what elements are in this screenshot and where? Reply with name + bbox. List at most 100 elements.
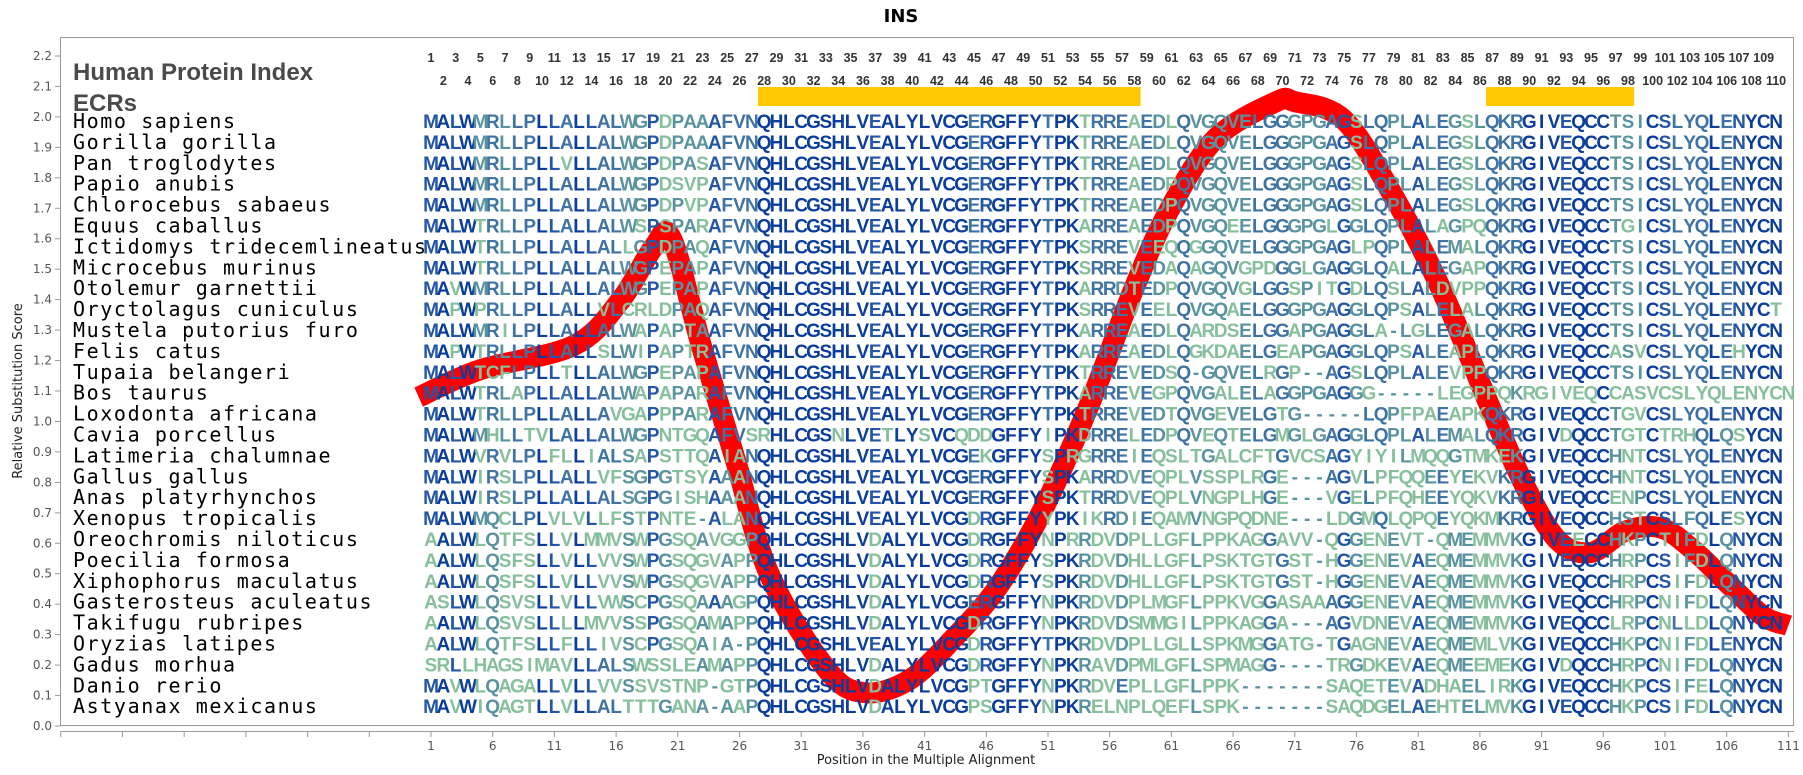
residue: Y bbox=[1683, 488, 1696, 509]
residue: P bbox=[1461, 363, 1474, 384]
sequence-row: MAVWI QAGTLLVLLALTTTGANA - AAPQHLCGSHLVDALY… bbox=[423, 697, 1783, 718]
species-label: Gadus morhua bbox=[73, 652, 237, 676]
residue: S bbox=[820, 112, 833, 133]
residue: S bbox=[1313, 446, 1326, 467]
residue: Q bbox=[1707, 384, 1722, 405]
residue: P bbox=[1202, 551, 1215, 572]
index-number: 27 bbox=[745, 51, 759, 65]
residue: S bbox=[523, 572, 536, 593]
x-tick-label: 61 bbox=[1164, 739, 1179, 753]
residue: C bbox=[1757, 237, 1771, 258]
index-number: 100 bbox=[1642, 74, 1663, 88]
residue: E bbox=[968, 488, 981, 509]
residue: K bbox=[1066, 488, 1080, 509]
residue: - bbox=[1304, 509, 1310, 530]
residue: G bbox=[1287, 426, 1302, 447]
x-tick-label: 36 bbox=[855, 739, 870, 753]
residue: E bbox=[1437, 196, 1450, 217]
residue: C bbox=[1584, 133, 1598, 154]
residue: L bbox=[1104, 697, 1116, 718]
residue: L bbox=[1425, 175, 1437, 196]
residue: Y bbox=[1745, 321, 1758, 342]
residue: C bbox=[486, 363, 500, 384]
residue: L bbox=[1363, 488, 1375, 509]
residue: P bbox=[671, 112, 684, 133]
index-number: 67 bbox=[1238, 51, 1252, 65]
residue: F bbox=[1018, 133, 1030, 154]
residue: E bbox=[1116, 133, 1129, 154]
residue: G bbox=[954, 321, 969, 342]
residue: A bbox=[436, 112, 450, 133]
residue: C bbox=[1757, 133, 1771, 154]
residue: Y bbox=[1745, 237, 1758, 258]
residue: P bbox=[1165, 175, 1178, 196]
residue: N bbox=[1769, 112, 1783, 133]
sequence-row: MALWMRLLPLLALLALWGPDPAAAFVNQHLCGSHLVEALY… bbox=[423, 112, 1783, 133]
residue: P bbox=[1474, 363, 1487, 384]
residue: I bbox=[1539, 175, 1544, 196]
residue: L bbox=[783, 572, 795, 593]
residue: A bbox=[733, 509, 747, 530]
residue: A bbox=[560, 300, 574, 321]
residue: L bbox=[549, 133, 561, 154]
residue: L bbox=[1400, 154, 1412, 175]
residue: N bbox=[1732, 530, 1746, 551]
residue: E bbox=[968, 300, 981, 321]
residue: P bbox=[647, 530, 660, 551]
residue: L bbox=[1474, 237, 1486, 258]
residue: Y bbox=[1029, 279, 1042, 300]
residue: L bbox=[894, 279, 906, 300]
residue: A bbox=[634, 405, 648, 426]
residue: G bbox=[1621, 217, 1636, 238]
residue: D bbox=[659, 196, 673, 217]
residue: I bbox=[1539, 342, 1544, 363]
residue: E bbox=[1461, 655, 1474, 676]
residue: D bbox=[1152, 363, 1166, 384]
residue: G bbox=[991, 446, 1006, 467]
species-label: Oryzias latipes bbox=[73, 632, 278, 656]
residue: T bbox=[1079, 112, 1091, 133]
residue: A bbox=[1387, 258, 1401, 279]
residue: F bbox=[1005, 363, 1017, 384]
residue: E bbox=[869, 635, 882, 656]
residue: R bbox=[1103, 133, 1117, 154]
residue: Q bbox=[1213, 300, 1228, 321]
residue: E bbox=[869, 112, 882, 133]
residue: - bbox=[1316, 509, 1322, 530]
residue: V bbox=[733, 384, 746, 405]
residue: T bbox=[1042, 258, 1054, 279]
residue: A bbox=[523, 676, 537, 697]
residue: C bbox=[1584, 196, 1598, 217]
residue: I bbox=[1675, 655, 1680, 676]
residue: L bbox=[1363, 279, 1375, 300]
residue: E bbox=[1239, 154, 1252, 175]
sequence-row: MALWVRVLPLFLL I ALSAPSTTQA I ANQHLCGSHLVEALY… bbox=[423, 446, 1783, 467]
residue: S bbox=[1659, 572, 1672, 593]
residue: E bbox=[1116, 175, 1129, 196]
residue: S bbox=[1659, 363, 1672, 384]
residue: A bbox=[1411, 112, 1425, 133]
residue: Q bbox=[1152, 446, 1167, 467]
residue: L bbox=[1672, 363, 1684, 384]
residue: N bbox=[1374, 593, 1388, 614]
residue: R bbox=[1090, 154, 1104, 175]
residue: H bbox=[770, 530, 784, 551]
residue: L bbox=[1672, 112, 1684, 133]
residue: L bbox=[610, 342, 622, 363]
residue: Y bbox=[1745, 467, 1758, 488]
y-tick-label: 1.6 bbox=[33, 232, 52, 246]
residue: L bbox=[919, 614, 931, 635]
residue: Q bbox=[1695, 279, 1710, 300]
residue: T bbox=[1659, 530, 1671, 551]
residue: G bbox=[1448, 133, 1463, 154]
residue: C bbox=[794, 467, 808, 488]
residue: S bbox=[499, 593, 512, 614]
residue: - bbox=[1415, 384, 1421, 405]
residue: N bbox=[745, 300, 759, 321]
residue: E bbox=[869, 196, 882, 217]
index-number: 84 bbox=[1448, 74, 1462, 88]
residue: V bbox=[610, 572, 623, 593]
residue: E bbox=[1362, 676, 1375, 697]
residue: M bbox=[423, 300, 439, 321]
residue: N bbox=[745, 217, 759, 238]
